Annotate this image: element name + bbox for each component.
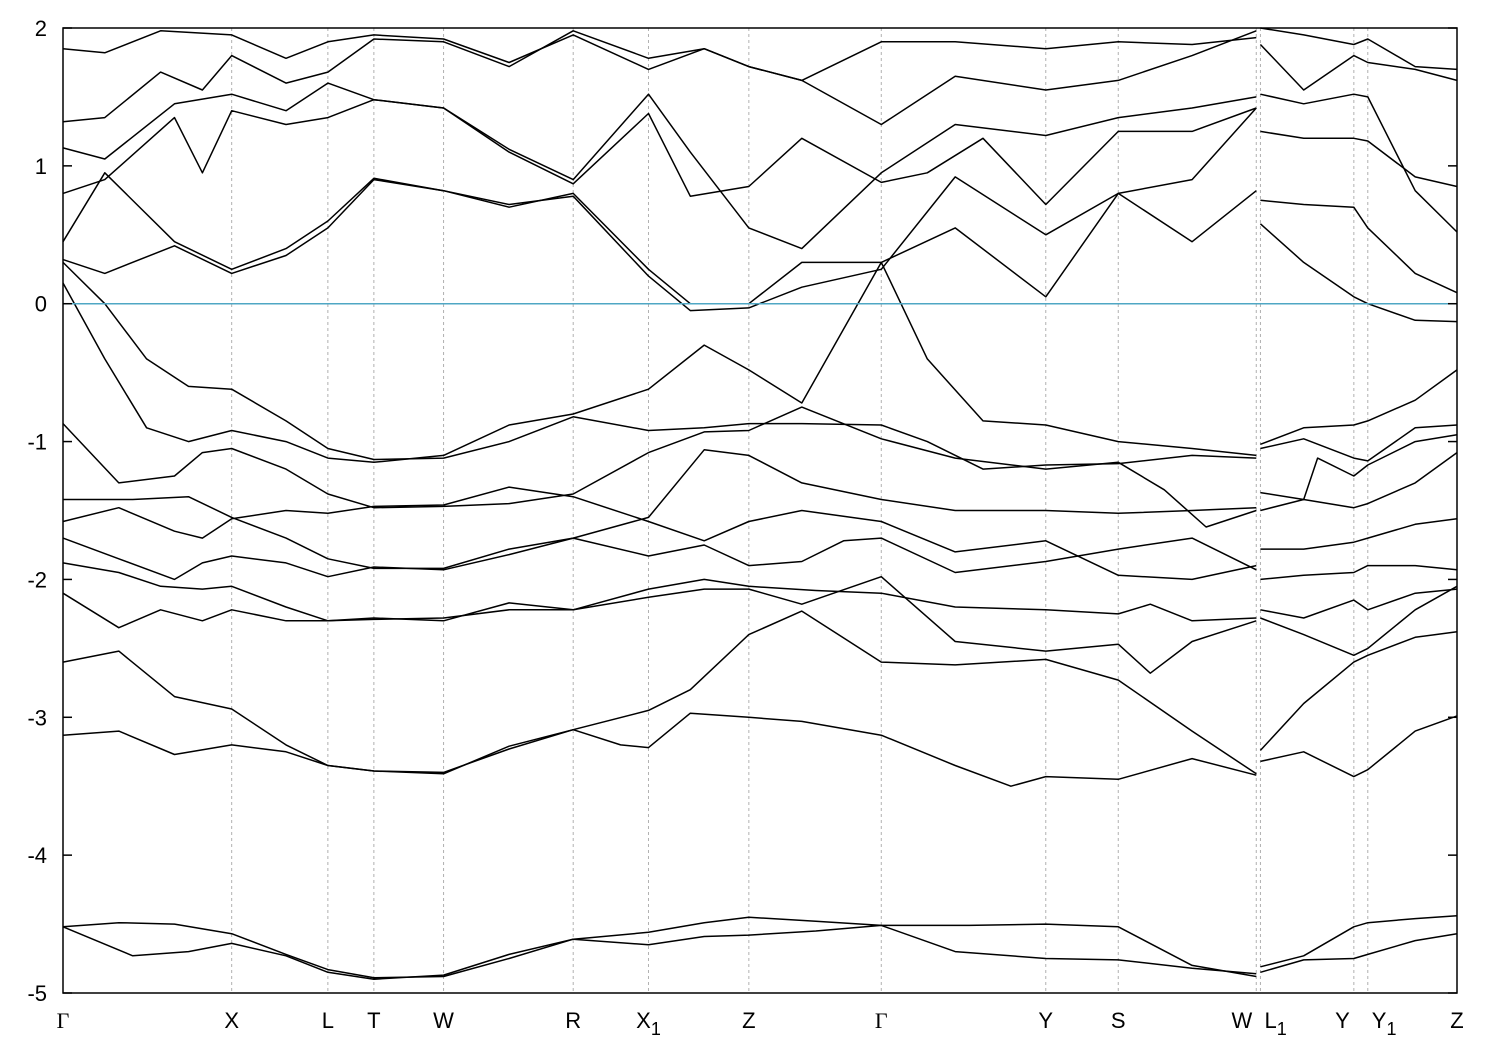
- band-line-25: [62, 107, 1257, 312]
- band-line-13: [62, 486, 1257, 581]
- y-tick-label-3: -2: [27, 567, 47, 592]
- band-line-28: [62, 98, 1257, 206]
- y-tick-label-7: 2: [35, 16, 47, 41]
- plot-frame: [62, 27, 1458, 994]
- band-line-2: [1260, 915, 1458, 968]
- band-line-18: [1260, 433, 1458, 501]
- band-line-3: [1260, 932, 1458, 974]
- band-line-9: [62, 562, 1257, 674]
- kpoint-label-14: Y1: [1372, 1008, 1397, 1039]
- band-line-29: [62, 82, 1257, 250]
- y-tick-label-4: -1: [27, 430, 47, 455]
- band-line-7: [1259, 631, 1458, 751]
- kpoint-label-4: W: [433, 1008, 454, 1033]
- kpoint-label-2: L: [322, 1008, 334, 1033]
- band-line-27: [1260, 199, 1458, 294]
- band-lines: [62, 27, 1458, 980]
- kpoint-label-5: R: [565, 1008, 581, 1033]
- band-line-17: [62, 406, 1257, 528]
- band-line-16: [63, 449, 1257, 570]
- kpoint-label-11: W: [1231, 1008, 1252, 1033]
- band-line-12: [62, 537, 1257, 581]
- band-line-10: [1260, 588, 1458, 619]
- band-line-30: [1260, 130, 1458, 188]
- band-line-22: [1260, 369, 1458, 446]
- band-line-35: [1260, 27, 1458, 71]
- y-tick-label-0: -5: [27, 981, 47, 1006]
- band-line-8: [62, 578, 1257, 629]
- kpoint-label-9: Y: [1038, 1008, 1053, 1033]
- kpoint-label-15: Z: [1450, 1008, 1463, 1033]
- y-tick-label-5: 0: [35, 292, 47, 317]
- band-line-11: [1260, 585, 1458, 657]
- band-line-32: [62, 30, 1257, 126]
- band-line-20: [62, 261, 1257, 464]
- band-line-33: [62, 30, 1257, 82]
- band-line-26: [1259, 223, 1458, 323]
- kpoint-label-12: L1: [1264, 1008, 1286, 1039]
- kpoint-label-10: S: [1111, 1008, 1126, 1033]
- band-line-23: [1260, 424, 1458, 462]
- kpoint-label-13: Y: [1335, 1008, 1350, 1033]
- y-tick-label-2: -3: [27, 705, 47, 730]
- y-axis-ticks: -5 -4 -3 -2 -1 0 1 2: [27, 16, 1457, 1006]
- band-line-21: [62, 261, 1257, 470]
- band-line-24: [62, 172, 1257, 305]
- band-line-1: [62, 924, 1257, 980]
- band-line-14: [1260, 564, 1458, 581]
- kpoint-label-7: Z: [742, 1008, 755, 1033]
- kpoint-label-6: X1: [636, 1008, 661, 1039]
- band-line-5: [62, 610, 1257, 775]
- band-line-4: [62, 712, 1257, 787]
- y-tick-label-6: 1: [35, 154, 47, 179]
- band-line-31: [1260, 93, 1458, 233]
- kpoint-label-3: T: [367, 1008, 380, 1033]
- x-axis-kpoint-labels: Γ X L T W R X1 Z Γ Y S W L1 Y Y1 Z: [57, 1008, 1464, 1039]
- kpoint-label-0: Γ: [57, 1008, 70, 1033]
- band-line-34: [1259, 43, 1458, 91]
- kpoint-label-8: Γ: [875, 1008, 888, 1033]
- y-tick-label-1: -4: [27, 843, 47, 868]
- band-line-6: [1260, 715, 1458, 778]
- band-line-19: [1260, 451, 1458, 512]
- kpoint-label-1: X: [224, 1008, 239, 1033]
- band-line-15: [1260, 518, 1458, 550]
- band-line-0: [62, 916, 1257, 979]
